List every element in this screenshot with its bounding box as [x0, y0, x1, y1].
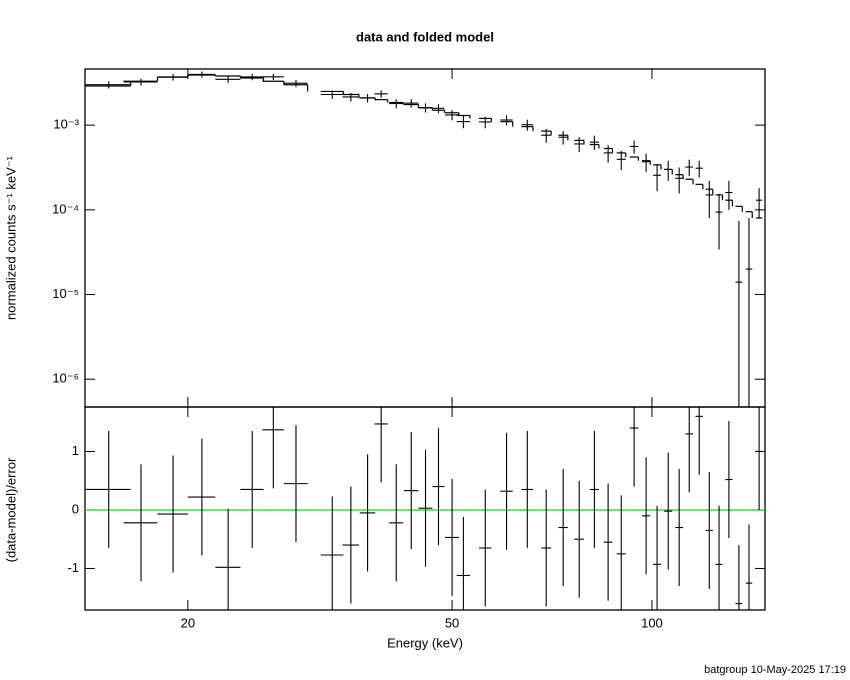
- x-tick-label: 20: [181, 615, 195, 630]
- x-axis-label: Energy (keV): [387, 635, 463, 650]
- y-tick-label: 1: [72, 443, 79, 458]
- y-tick-label: -1: [67, 560, 79, 575]
- x-tick-label: 50: [445, 615, 459, 630]
- plot-area: [85, 407, 765, 610]
- plot-frame: [84, 406, 766, 611]
- chart-title: data and folded model: [356, 29, 494, 44]
- y-tick-label: 10⁻⁶: [52, 371, 79, 386]
- y-tick-label: 0: [72, 501, 79, 516]
- y-tick-label: 10⁻⁵: [52, 286, 79, 301]
- y-axis-label: normalized counts s⁻¹ keV⁻¹: [3, 155, 18, 320]
- plot-area: [85, 71, 763, 407]
- plot-frame: [84, 68, 766, 408]
- x-tick-label: 100: [641, 615, 663, 630]
- footer: batgroup 10-May-2025 17:19: [704, 664, 846, 676]
- y-axis-label: (data-model)/error: [3, 457, 18, 562]
- y-tick-label: 10⁻⁴: [52, 201, 79, 216]
- y-tick-label: 10⁻³: [53, 117, 79, 132]
